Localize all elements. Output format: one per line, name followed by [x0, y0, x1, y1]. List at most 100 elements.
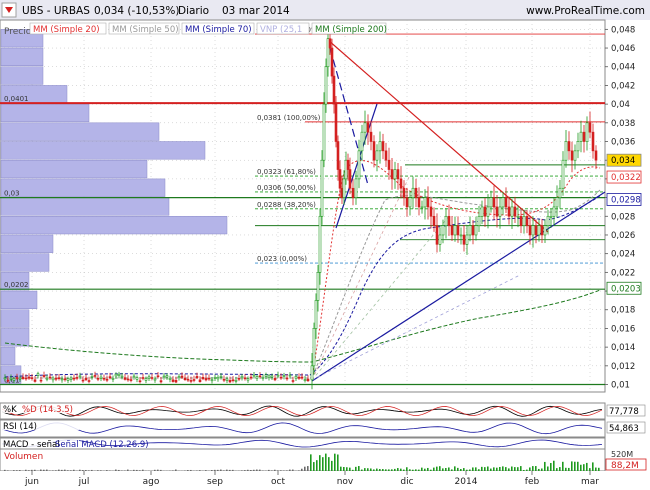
x-tick-label: jul — [78, 477, 90, 487]
candle-body — [63, 378, 67, 381]
candle-body — [363, 122, 367, 133]
volume-bar — [205, 470, 207, 471]
volume-bar — [484, 467, 486, 471]
candle-body — [201, 376, 205, 380]
candle-body — [162, 375, 166, 378]
volume-bar — [169, 470, 171, 471]
volume-bar — [265, 470, 267, 471]
candle-body — [192, 379, 196, 381]
volume-max-label: 520M — [611, 450, 633, 459]
price-axis: 0,010,0120,0140,0160,0180,020,0220,0240,… — [605, 25, 635, 391]
site-label: www.ProRealTime.com — [526, 5, 645, 17]
volume-bar — [454, 466, 456, 471]
candle-body — [231, 379, 235, 382]
volume-bar — [421, 467, 423, 471]
candle-body — [573, 150, 577, 161]
candle-body — [237, 378, 241, 380]
x-tick-label: ago — [143, 477, 160, 487]
volume-bar — [307, 466, 309, 471]
x-tick-label: 2014 — [455, 477, 478, 487]
candle-body — [411, 187, 415, 198]
candle-body — [48, 376, 52, 379]
candle-body — [87, 380, 91, 382]
volume-bar — [196, 470, 198, 471]
volume-bar — [175, 469, 177, 471]
volume-bar — [88, 470, 90, 471]
indicator-value-box — [606, 421, 646, 434]
volume-bar — [226, 469, 228, 471]
volume-bar — [229, 469, 231, 471]
volume-bar — [388, 469, 390, 471]
candle-body — [322, 103, 326, 161]
candle-body — [126, 378, 130, 381]
indicator-value: 54,863 — [609, 424, 639, 434]
profile-bar — [0, 328, 30, 347]
volume-bar — [232, 469, 234, 471]
candle-body — [252, 374, 256, 377]
candle-body — [204, 378, 208, 381]
volume-bar — [328, 457, 330, 471]
volume-bar — [136, 469, 138, 471]
candle-body — [414, 187, 418, 198]
candle-body — [228, 380, 232, 383]
volume-bar — [55, 470, 57, 471]
candle-body — [249, 376, 253, 379]
volume-bar — [97, 470, 99, 471]
volume-bar — [61, 469, 63, 471]
volume-bar — [217, 469, 219, 471]
volume-bar — [460, 469, 462, 471]
candle-body — [111, 377, 115, 380]
candle-body — [270, 375, 274, 378]
volume-bar — [115, 469, 117, 471]
volume-bar — [304, 466, 306, 471]
volume-bar — [43, 469, 45, 471]
volume-bar — [325, 453, 327, 471]
candle-body — [591, 131, 595, 152]
volume-bar — [331, 460, 333, 471]
volume-bar — [442, 468, 444, 471]
fib-label: 0,0323 (61,80%) — [257, 168, 316, 176]
profile-bar — [0, 253, 50, 272]
candle-body — [129, 379, 133, 381]
y-tick-label: 0,024 — [611, 250, 635, 260]
precio-label: Precio — [4, 27, 32, 37]
volume-bar — [274, 469, 276, 471]
candle-body — [150, 377, 154, 379]
volume-bar — [451, 469, 453, 471]
trendline-red — [327, 39, 549, 233]
candle-body — [486, 206, 490, 217]
volume-bar — [214, 469, 216, 471]
profile-bar — [0, 103, 90, 123]
volume-bar — [322, 457, 324, 471]
volume-bar — [586, 462, 588, 471]
volume-bar — [574, 461, 576, 471]
volume-bar — [64, 469, 66, 471]
volume-bar — [124, 470, 126, 471]
candle-body — [441, 225, 445, 236]
volume-bar — [508, 468, 510, 471]
x-tick-label: mar — [581, 477, 599, 487]
candle-body — [279, 376, 283, 379]
volume-bar — [199, 470, 201, 471]
candle-body — [273, 378, 277, 381]
volume-bar — [559, 467, 561, 471]
volume-bar — [502, 466, 504, 471]
y-tick-label: 0,026 — [611, 231, 635, 241]
candle-body — [267, 375, 271, 379]
candle-body — [303, 379, 307, 381]
trendline-channel — [335, 103, 378, 229]
candle-body — [468, 225, 472, 236]
volume-bar — [583, 464, 585, 471]
indicator-label: %K — [3, 405, 17, 415]
candle-body — [558, 187, 562, 198]
volume-bar — [106, 470, 108, 471]
candle-body — [297, 376, 301, 379]
candle-body — [369, 131, 373, 142]
hline-label: 0,0202 — [4, 281, 29, 289]
y-tick-label: 0,042 — [611, 81, 635, 91]
volume-bar — [382, 469, 384, 471]
candle-body — [360, 131, 364, 152]
candle-body — [549, 215, 553, 218]
candle-body — [330, 47, 334, 77]
volume-bar — [367, 468, 369, 471]
